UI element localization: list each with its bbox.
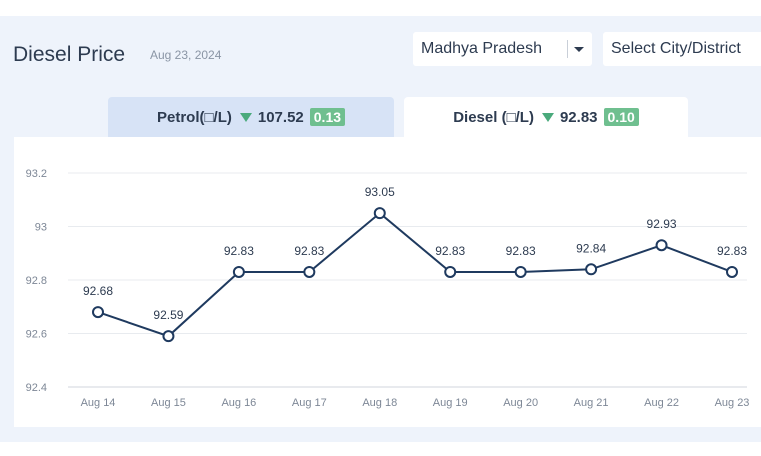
tab-petrol-label: Petrol(□/L) [156,108,232,126]
tab-diesel-price: 92.83 [559,108,598,126]
city-select-placeholder: Select City/District [611,40,741,57]
tab-petrol[interactable]: Petrol(□/L) 107.52 0.13 [108,97,394,137]
triangle-down-icon [541,112,554,122]
tab-diesel-label: Diesel (□/L) [453,108,534,126]
chart-container [14,137,761,427]
price-date: Aug 23, 2024 [150,48,222,62]
select-divider [567,40,568,58]
chevron-down-icon [574,47,584,52]
state-select[interactable]: Madhya Pradesh [413,32,592,66]
page-title: Diesel Price [13,43,126,66]
tab-petrol-price: 107.52 [257,108,304,126]
state-select-value: Madhya Pradesh [421,40,542,57]
triangle-down-icon [239,112,252,122]
tab-petrol-change-badge: 0.13 [309,108,346,126]
tab-diesel[interactable]: Diesel (□/L) 92.83 0.10 [404,97,688,137]
city-select[interactable]: Select City/District [603,32,761,66]
tab-diesel-change-badge: 0.10 [603,108,639,126]
